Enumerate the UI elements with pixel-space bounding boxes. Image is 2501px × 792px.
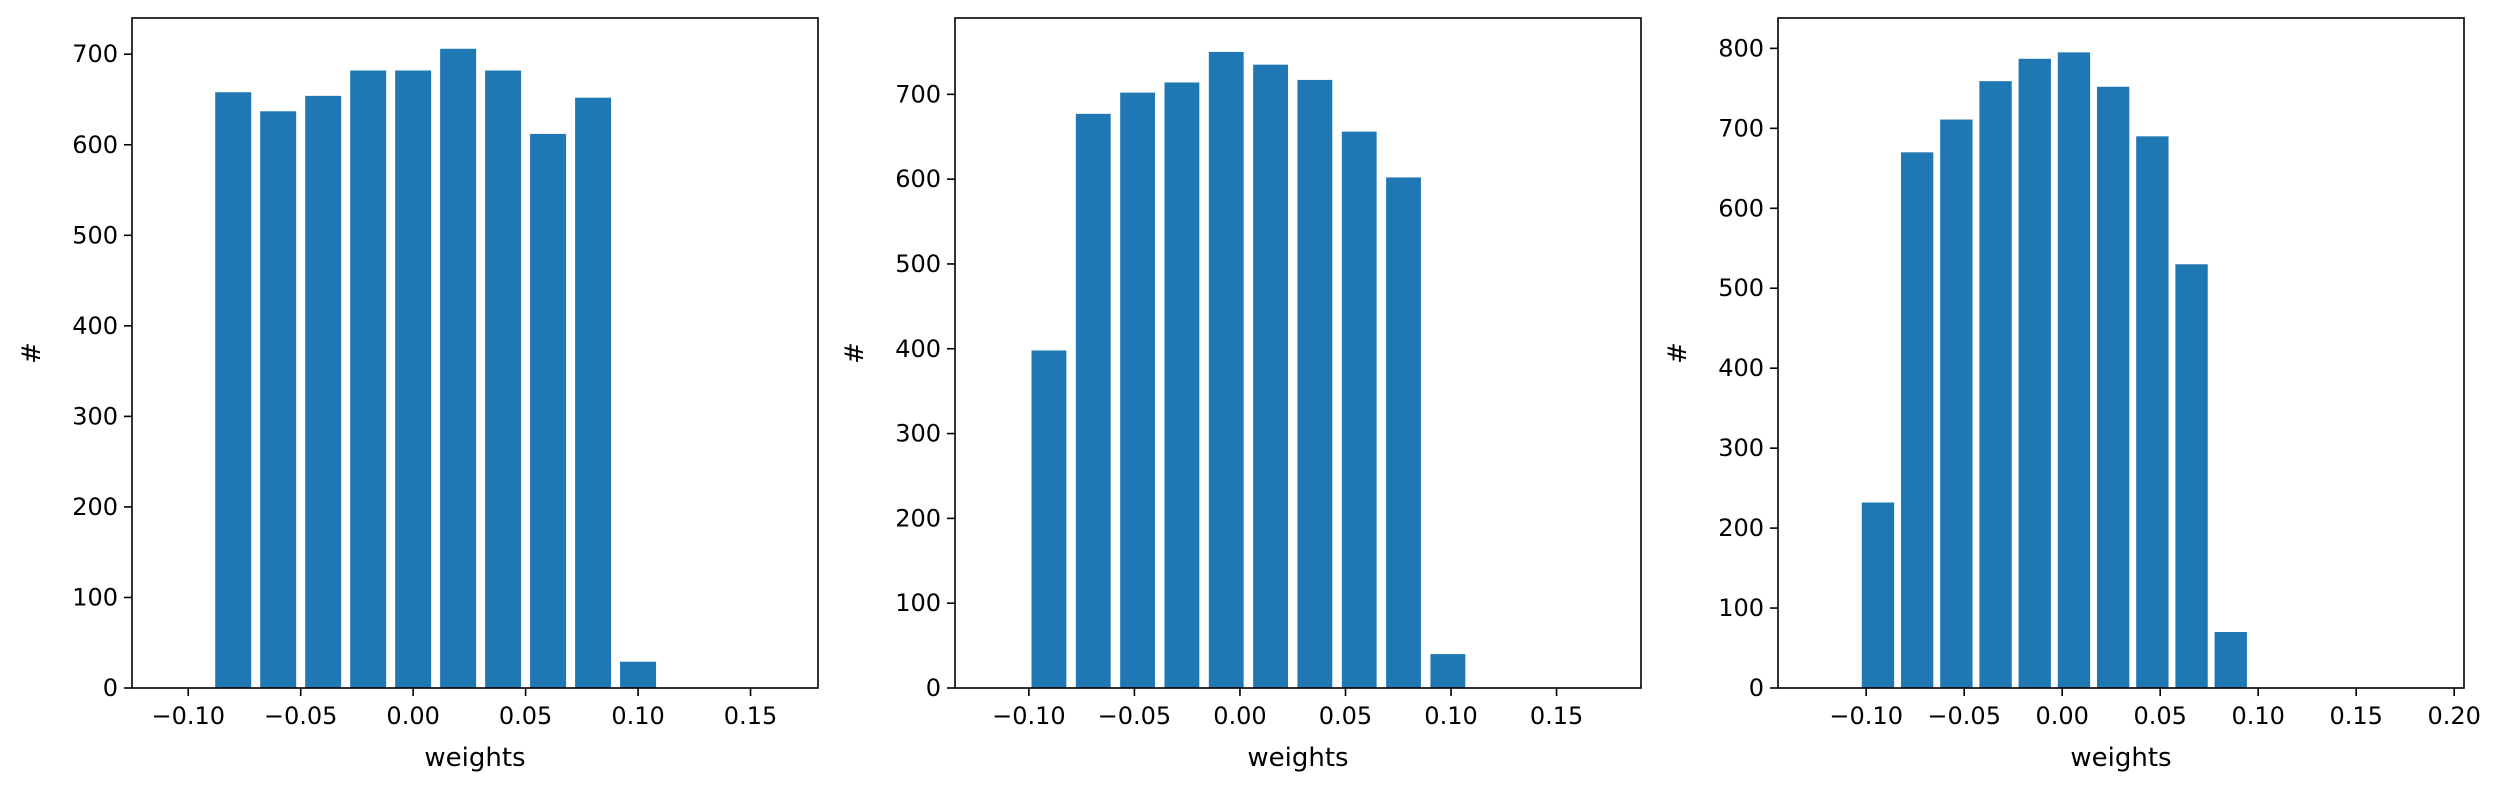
bar — [2096, 86, 2130, 688]
x-tick-label: −0.10 — [992, 702, 1066, 730]
x-tick-label: −0.05 — [264, 702, 338, 730]
bar — [485, 70, 522, 688]
bar — [1253, 64, 1288, 688]
y-tick-label: 500 — [72, 221, 118, 249]
chart-panel-3: 0 100 200 300 400 500 600 700 800 −0.10 −0.05 0.00 0… — [1663, 17, 2481, 773]
bar — [440, 48, 477, 688]
y-tick-label: 0 — [103, 674, 118, 702]
bar — [2136, 136, 2169, 688]
y-tick-label: 100 — [1718, 594, 1764, 622]
x-tick-label: 0.00 — [1213, 702, 1266, 730]
axes-frame — [1777, 17, 2465, 689]
y-tick-label: 700 — [1718, 114, 1764, 142]
x-tick-label: 0.05 — [499, 702, 552, 730]
x-tick-label: −0.10 — [1829, 702, 1903, 730]
y-axis-label: # — [840, 342, 870, 364]
y-tick-label: 400 — [72, 312, 118, 340]
y-tick-label: 200 — [1718, 514, 1764, 542]
axes-frame — [131, 17, 819, 689]
chart-panel-1: 0 100 200 300 400 500 600 700 −0.10 −0.05 0.00 0.05… — [17, 17, 819, 773]
bar — [1861, 502, 1895, 688]
bar — [1979, 81, 2012, 688]
x-tick-label: 0.15 — [2329, 702, 2382, 730]
x-tick-label: 0.00 — [386, 702, 439, 730]
y-tick-label: 600 — [72, 131, 118, 159]
bar — [1341, 131, 1377, 688]
y-tick-label: 700 — [72, 40, 118, 68]
bar — [260, 111, 297, 688]
bar — [575, 97, 612, 689]
y-tick-label: 600 — [895, 165, 941, 193]
bar — [1120, 92, 1155, 688]
y-tick-label: 0 — [1749, 674, 1764, 702]
x-axis-label: weights — [424, 743, 525, 773]
bar — [1164, 82, 1200, 688]
x-tick-label: 0.10 — [1424, 702, 1477, 730]
bar — [1031, 350, 1067, 688]
bar — [2057, 52, 2091, 688]
bar — [305, 95, 342, 689]
y-tick-label: 500 — [1718, 274, 1764, 302]
x-tick-label: 0.15 — [724, 702, 777, 730]
y-tick-label: 100 — [72, 583, 118, 611]
y-tick-label: 200 — [895, 504, 941, 532]
x-tick-label: −0.05 — [1098, 702, 1172, 730]
bar — [2214, 632, 2247, 688]
bar — [530, 133, 567, 688]
bar — [1940, 119, 1973, 689]
y-tick-label: 300 — [895, 420, 941, 448]
y-tick-label: 500 — [895, 250, 941, 278]
x-tick-label: 0.05 — [2133, 702, 2186, 730]
y-tick-label: 0 — [926, 674, 941, 702]
y-tick-label: 400 — [895, 335, 941, 363]
bar — [1900, 152, 1934, 688]
x-tick-label: 0.00 — [2035, 702, 2088, 730]
bar — [350, 70, 387, 688]
y-tick-label: 600 — [1718, 194, 1764, 222]
x-tick-label: 0.05 — [1319, 702, 1372, 730]
bar — [1075, 113, 1111, 689]
bar — [1430, 654, 1466, 688]
bar — [215, 92, 252, 689]
y-tick-label: 400 — [1718, 354, 1764, 382]
y-tick-label: 300 — [1718, 434, 1764, 462]
bar — [1386, 177, 1421, 688]
y-axis-label: # — [1663, 342, 1693, 364]
bar — [395, 70, 432, 688]
x-tick-label: 0.10 — [611, 702, 664, 730]
chart-panel-2: 0 100 200 300 400 500 600 700 −0.10 −0.05 0.00 0.05… — [840, 17, 1642, 773]
y-tick-label: 200 — [72, 493, 118, 521]
x-tick-label: −0.10 — [151, 702, 225, 730]
x-axis-label: weights — [2070, 743, 2171, 773]
bar — [1297, 79, 1333, 688]
x-tick-label: −0.05 — [1927, 702, 2001, 730]
axes-frame — [954, 17, 1642, 689]
bar — [2018, 58, 2051, 688]
y-tick-label: 800 — [1718, 34, 1764, 62]
x-tick-label: 0.15 — [1530, 702, 1583, 730]
bar — [620, 661, 657, 688]
x-axis-label: weights — [1247, 743, 1348, 773]
y-tick-label: 700 — [895, 80, 941, 108]
y-axis-label: # — [17, 342, 47, 364]
x-tick-label: 0.20 — [2427, 702, 2480, 730]
x-tick-label: 0.10 — [2231, 702, 2284, 730]
y-tick-label: 300 — [72, 402, 118, 430]
y-tick-label: 100 — [895, 589, 941, 617]
bar — [2175, 264, 2208, 688]
bar — [1208, 51, 1244, 689]
